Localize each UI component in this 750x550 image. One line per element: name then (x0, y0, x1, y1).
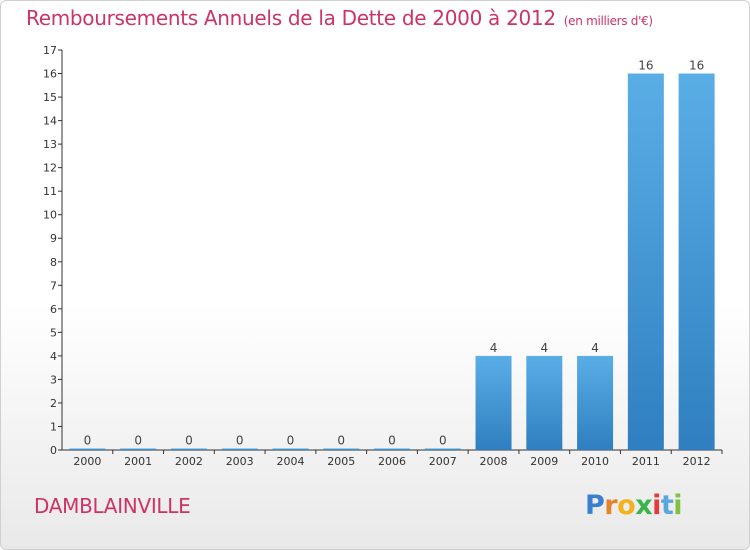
y-tick-label: 5 (50, 326, 57, 339)
x-tick-label: 2003 (226, 455, 254, 468)
data-label: 0 (337, 434, 345, 448)
x-tick-label: 2008 (480, 455, 508, 468)
y-tick-label: 8 (50, 256, 57, 269)
y-tick-label: 15 (43, 91, 57, 104)
place-name: DAMBLAINVILLE (34, 494, 191, 518)
logo-letter: i (652, 490, 661, 521)
data-label: 0 (388, 434, 396, 448)
logo-letter: i (673, 490, 683, 521)
data-label: 0 (185, 434, 193, 448)
y-tick-label: 17 (43, 44, 57, 57)
x-tick-label: 2009 (530, 455, 558, 468)
data-label: 0 (84, 434, 92, 448)
bar (475, 355, 512, 450)
data-label: 4 (490, 341, 498, 355)
x-tick-label: 2002 (175, 455, 203, 468)
data-label: 0 (287, 434, 295, 448)
y-tick-label: 4 (50, 350, 57, 363)
x-tick-label: 2000 (73, 455, 101, 468)
chart-title-text: Remboursements Annuels de la Dette de 20… (26, 6, 556, 30)
data-label: 0 (134, 434, 142, 448)
x-tick-label: 2004 (276, 455, 304, 468)
logo-letter: r (604, 490, 618, 521)
bar (678, 73, 715, 450)
bar (170, 448, 207, 450)
bar (69, 448, 106, 450)
bar (221, 448, 258, 450)
x-tick-label: 2006 (378, 455, 406, 468)
data-label: 4 (540, 341, 548, 355)
x-tick-label: 2001 (124, 455, 152, 468)
data-label: 4 (591, 341, 599, 355)
x-tick-label: 2012 (683, 455, 711, 468)
bar (526, 355, 563, 450)
bar (120, 448, 157, 450)
data-label: 16 (638, 59, 653, 73)
logo-letter: x (635, 490, 653, 521)
y-tick-label: 10 (43, 209, 57, 222)
y-tick-label: 14 (43, 115, 57, 128)
y-tick-label: 7 (50, 279, 57, 292)
logo-letter: o (617, 490, 636, 521)
y-tick-label: 6 (50, 303, 57, 316)
y-tick-label: 9 (50, 232, 57, 245)
x-tick-label: 2011 (632, 455, 660, 468)
y-tick-label: 3 (50, 373, 57, 386)
y-tick-label: 1 (50, 420, 57, 433)
data-label: 0 (236, 434, 244, 448)
y-tick-label: 11 (43, 185, 57, 198)
x-tick-label: 2005 (327, 455, 355, 468)
logo-letter: P (585, 490, 605, 521)
bar (374, 448, 410, 450)
y-tick-label: 16 (43, 68, 57, 81)
bar (272, 448, 309, 450)
chart-title: Remboursements Annuels de la Dette de 20… (26, 6, 653, 30)
bar (577, 355, 614, 450)
chart-unit-note: (en milliers d'€) (563, 14, 653, 28)
bar (323, 448, 360, 450)
y-tick-label: 13 (43, 138, 57, 151)
bar (627, 73, 664, 450)
y-tick-label: 12 (43, 162, 57, 175)
x-tick-label: 2010 (581, 455, 609, 468)
x-tick-label: 2007 (429, 455, 457, 468)
logo-letter: t (660, 490, 674, 521)
data-label: 0 (439, 434, 447, 448)
data-label: 16 (689, 59, 704, 73)
bar (424, 448, 461, 450)
proxiti-logo: Proxiti (585, 490, 683, 521)
y-tick-label: 0 (50, 444, 57, 457)
y-tick-label: 2 (50, 397, 57, 410)
